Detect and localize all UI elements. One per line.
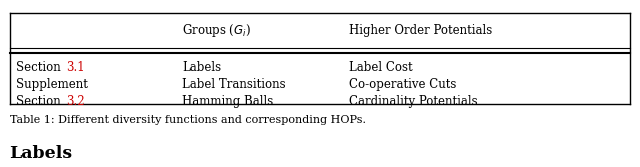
Text: Cardinality Potentials: Cardinality Potentials	[349, 95, 477, 108]
Text: Table 1: Different diversity functions and corresponding HOPs.: Table 1: Different diversity functions a…	[10, 115, 365, 125]
Text: Hamming Balls: Hamming Balls	[182, 95, 274, 108]
Text: Labels: Labels	[10, 145, 73, 162]
Text: 3.2: 3.2	[66, 95, 84, 108]
Text: 3.1: 3.1	[66, 61, 84, 74]
Text: Supplement: Supplement	[16, 78, 88, 91]
Text: Labels: Labels	[182, 61, 221, 74]
Text: Higher Order Potentials: Higher Order Potentials	[349, 24, 492, 37]
Text: Co-operative Cuts: Co-operative Cuts	[349, 78, 456, 91]
Text: Section: Section	[16, 95, 65, 108]
Text: Label Transitions: Label Transitions	[182, 78, 286, 91]
Text: Label Cost: Label Cost	[349, 61, 412, 74]
Text: Section: Section	[16, 61, 65, 74]
Text: Groups ($G_i$): Groups ($G_i$)	[182, 22, 252, 39]
